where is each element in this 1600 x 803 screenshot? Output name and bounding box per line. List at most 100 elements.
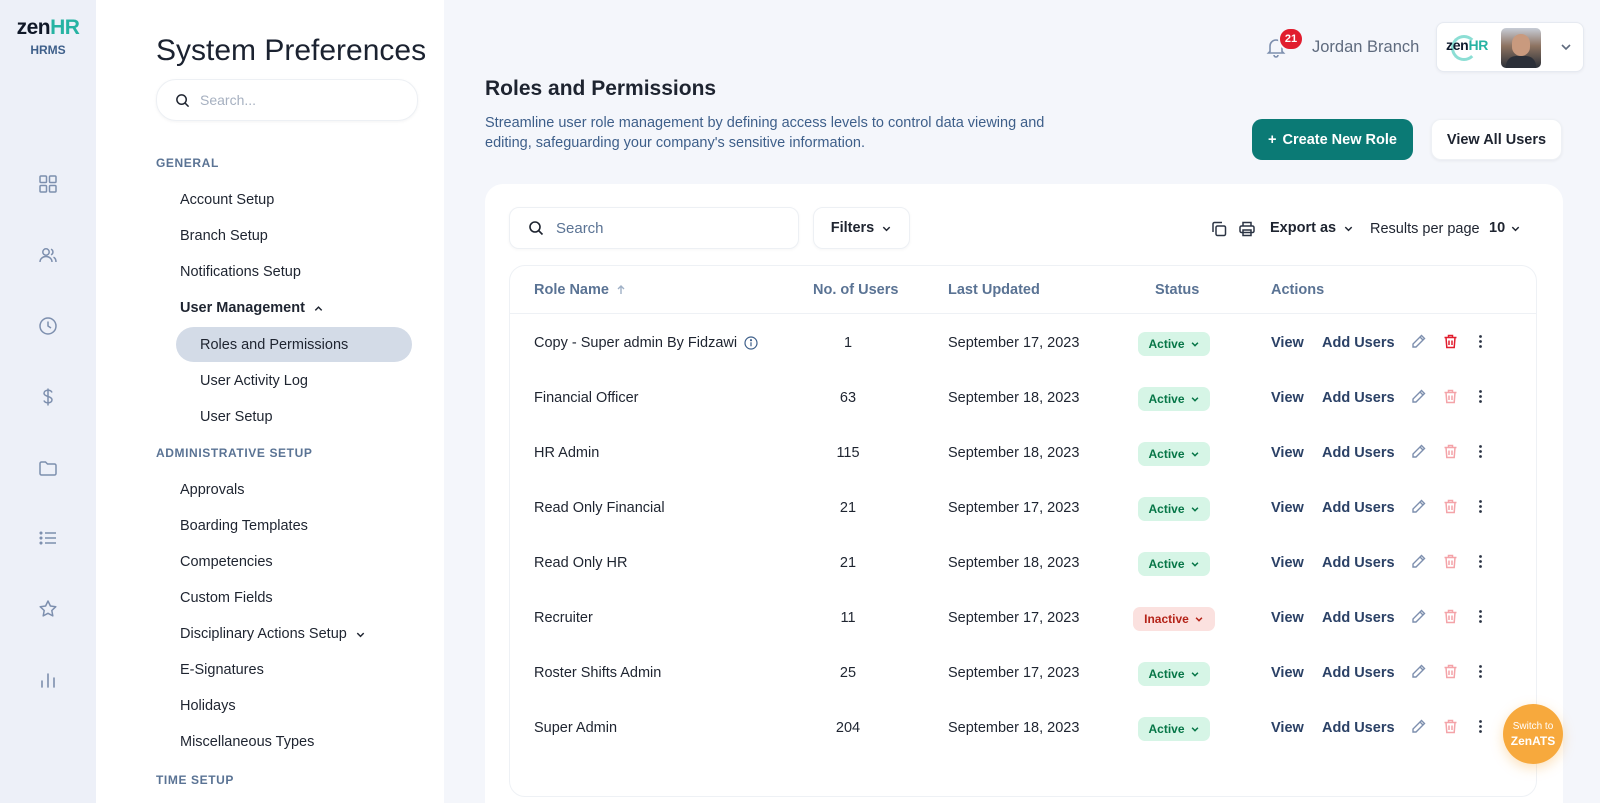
edit-icon[interactable] [1410, 443, 1428, 461]
table-search-input[interactable] [556, 219, 776, 237]
results-per-page-select[interactable]: 10 [1489, 220, 1521, 236]
clock-icon[interactable] [36, 314, 60, 338]
trash-icon[interactable] [1442, 498, 1460, 516]
status-label: Active [1148, 337, 1185, 351]
roles-table: Role Name No. of Users Last Updated Stat… [509, 265, 1537, 797]
more-options-icon[interactable] [1472, 718, 1490, 736]
trash-icon[interactable] [1442, 333, 1460, 351]
trash-icon[interactable] [1442, 718, 1460, 736]
edit-icon[interactable] [1410, 608, 1428, 626]
trash-icon[interactable] [1442, 608, 1460, 626]
status-badge[interactable]: Active [1138, 442, 1210, 466]
more-options-icon[interactable] [1472, 388, 1490, 406]
more-options-icon[interactable] [1472, 498, 1490, 516]
edit-icon[interactable] [1410, 553, 1428, 571]
switch-to-zenats-button[interactable]: Switch to ZenATS [1503, 704, 1563, 764]
list-icon[interactable] [36, 526, 60, 550]
filters-button[interactable]: Filters [813, 207, 910, 249]
status-badge[interactable]: Active [1138, 662, 1210, 686]
edit-icon[interactable] [1410, 388, 1428, 406]
add-users-link[interactable]: Add Users [1322, 335, 1395, 351]
user-menu[interactable]: zenHR [1436, 22, 1584, 72]
people-icon[interactable] [36, 243, 60, 267]
more-options-icon[interactable] [1472, 443, 1490, 461]
sidebar-item-roles-permissions[interactable]: Roles and Permissions [176, 327, 412, 362]
table-header: Role Name No. of Users Last Updated Stat… [510, 266, 1536, 314]
sidebar-item-user-setup[interactable]: User Setup [200, 408, 273, 425]
info-icon[interactable] [744, 336, 758, 350]
sidebar-item-user-activity-log[interactable]: User Activity Log [200, 372, 308, 389]
view-link[interactable]: View [1271, 445, 1304, 461]
status-badge[interactable]: Active [1138, 717, 1210, 741]
edit-icon[interactable] [1410, 718, 1428, 736]
sidebar-item-holidays[interactable]: Holidays [180, 698, 236, 714]
dollar-icon[interactable] [36, 385, 60, 409]
status-badge[interactable]: Active [1138, 552, 1210, 576]
view-link[interactable]: View [1271, 335, 1304, 351]
sidebar-item-custom-fields[interactable]: Custom Fields [180, 590, 273, 606]
view-link[interactable]: View [1271, 665, 1304, 681]
status-badge[interactable]: Active [1138, 332, 1210, 356]
export-dropdown[interactable]: Export as [1270, 220, 1354, 236]
status-badge[interactable]: Active [1138, 497, 1210, 521]
dashboard-icon[interactable] [36, 172, 60, 196]
sidebar-search-input[interactable] [200, 92, 400, 108]
bar-chart-icon[interactable] [36, 668, 60, 692]
trash-icon[interactable] [1442, 388, 1460, 406]
status-badge[interactable]: Inactive [1133, 607, 1215, 631]
sidebar-item-e-signatures[interactable]: E-Signatures [180, 662, 264, 678]
status-label: Active [1148, 722, 1185, 736]
more-options-icon[interactable] [1472, 553, 1490, 571]
create-new-role-button[interactable]: + Create New Role [1252, 119, 1413, 160]
add-users-link[interactable]: Add Users [1322, 500, 1395, 516]
more-options-icon[interactable] [1472, 333, 1490, 351]
add-users-link[interactable]: Add Users [1322, 610, 1395, 626]
print-icon[interactable] [1238, 220, 1256, 238]
edit-icon[interactable] [1410, 663, 1428, 681]
status-label: Active [1148, 447, 1185, 461]
copy-icon[interactable] [1210, 220, 1228, 238]
star-icon[interactable] [36, 597, 60, 621]
sidebar-item-user-management[interactable]: User Management [180, 300, 324, 316]
zenhr-logo[interactable]: zenHR HRMS [0, 16, 96, 57]
more-options-icon[interactable] [1472, 663, 1490, 681]
sidebar-item-competencies[interactable]: Competencies [180, 554, 273, 570]
add-users-link[interactable]: Add Users [1322, 720, 1395, 736]
add-users-link[interactable]: Add Users [1322, 665, 1395, 681]
sidebar-item-approvals[interactable]: Approvals [180, 482, 245, 498]
add-users-link[interactable]: Add Users [1322, 555, 1395, 571]
user-count: 204 [835, 720, 861, 736]
results-per-page-label: Results per page [1370, 221, 1480, 237]
trash-icon[interactable] [1442, 553, 1460, 571]
add-users-link[interactable]: Add Users [1322, 390, 1395, 406]
sidebar-item-account-setup[interactable]: Account Setup [180, 192, 275, 208]
trash-icon[interactable] [1442, 443, 1460, 461]
table-search[interactable] [509, 207, 799, 249]
user-count: 63 [839, 390, 857, 406]
edit-icon[interactable] [1410, 498, 1428, 516]
user-name[interactable]: Jordan Branch [1312, 38, 1420, 56]
more-options-icon[interactable] [1472, 608, 1490, 626]
sidebar-item-notifications-setup[interactable]: Notifications Setup [180, 264, 301, 280]
view-link[interactable]: View [1271, 610, 1304, 626]
trash-icon[interactable] [1442, 663, 1460, 681]
edit-icon[interactable] [1410, 333, 1428, 351]
search-icon [529, 221, 544, 236]
view-link[interactable]: View [1271, 720, 1304, 736]
sidebar-search[interactable] [156, 79, 418, 121]
sidebar-item-disciplinary-actions[interactable]: Disciplinary Actions Setup [180, 626, 366, 642]
sidebar-item-miscellaneous-types[interactable]: Miscellaneous Types [180, 734, 315, 750]
view-link[interactable]: View [1271, 500, 1304, 516]
column-role-name[interactable]: Role Name [534, 282, 627, 298]
chevron-down-icon [883, 226, 891, 231]
role-name-cell: Read Only HR [534, 555, 627, 571]
view-link[interactable]: View [1271, 555, 1304, 571]
folder-icon[interactable] [36, 456, 60, 480]
sidebar-item-boarding-templates[interactable]: Boarding Templates [180, 518, 308, 534]
view-all-users-button[interactable]: View All Users [1431, 119, 1562, 160]
add-users-link[interactable]: Add Users [1322, 445, 1395, 461]
status-label: Active [1148, 392, 1185, 406]
status-badge[interactable]: Active [1138, 387, 1210, 411]
sidebar-item-branch-setup[interactable]: Branch Setup [180, 228, 268, 244]
view-link[interactable]: View [1271, 390, 1304, 406]
